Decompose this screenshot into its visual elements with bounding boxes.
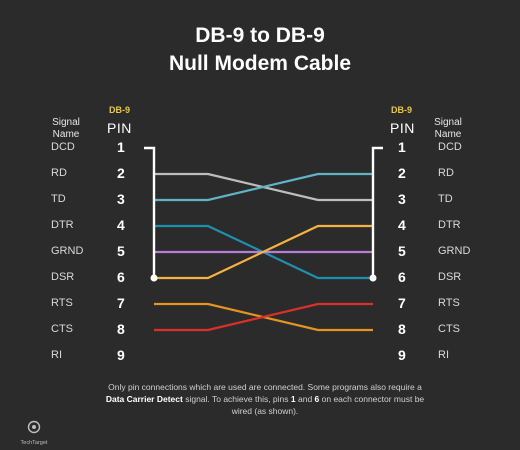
right-pin-header: PIN — [390, 120, 415, 136]
left-pin-9: 9 — [117, 347, 125, 363]
left-signal-word: Signal — [52, 117, 80, 128]
right-signal-dtr: DTR — [438, 219, 461, 231]
right-signal-td: TD — [438, 193, 453, 205]
right-pin-5: 5 — [398, 243, 406, 259]
footnote: Only pin connections which are used are … — [100, 381, 430, 417]
left-signal-rts: RTS — [51, 297, 73, 309]
title-line-1: DB-9 to DB-9 — [195, 24, 325, 47]
right-jumper-junction — [369, 274, 377, 282]
left-signal-dcd: DCD — [51, 141, 75, 153]
left-pin-1: 1 — [117, 139, 125, 155]
wire-3-to-2 — [154, 172, 373, 202]
right-signal-name-header: Signal Name — [428, 117, 468, 141]
footnote-strong-2: 1 — [290, 394, 296, 404]
right-signal-dcd: DCD — [438, 141, 462, 153]
right-signal-rts: RTS — [438, 297, 460, 309]
right-name-word: Name — [434, 129, 462, 140]
left-signal-dtr: DTR — [51, 219, 74, 231]
left-signal-ri: RI — [51, 349, 62, 361]
right-pin-8: 8 — [398, 321, 406, 337]
footnote-strong-1: Data Carrier Detect — [105, 394, 183, 404]
left-pin-7: 7 — [117, 295, 125, 311]
right-pin-2: 2 — [398, 165, 406, 181]
left-pin-3: 3 — [117, 191, 125, 207]
right-pin-4: 4 — [398, 217, 406, 233]
footnote-strong-3: 6 — [314, 394, 320, 404]
footnote-part-1: Only pin connections which are used are … — [108, 382, 422, 392]
left-pin-6: 6 — [117, 269, 125, 285]
right-signal-rd: RD — [438, 167, 454, 179]
right-signal-word: Signal — [434, 117, 462, 128]
left-signal-name-header: Signal Name — [46, 117, 86, 141]
left-signal-grnd: GRND — [51, 245, 84, 257]
right-connector-label: DB-9 — [391, 105, 413, 115]
right-signal-ri: RI — [438, 349, 449, 361]
left-jumper-wire — [144, 146, 156, 278]
right-pin-3: 3 — [398, 191, 406, 207]
footnote-part-2: signal. To achieve this, pins — [182, 394, 291, 404]
logo-text: TechTarget — [20, 440, 48, 446]
left-signal-rd: RD — [51, 167, 67, 179]
left-signal-dsr: DSR — [51, 271, 75, 283]
diagram-title: DB-9 to DB-9 Null Modem Cable — [0, 22, 520, 78]
left-pin-header: PIN — [107, 120, 132, 136]
footnote-part-4: on each connector must be wired (as show… — [231, 394, 425, 416]
left-pin-8: 8 — [117, 321, 125, 337]
logo-icon — [27, 420, 41, 434]
right-signal-dsr: DSR — [438, 271, 462, 283]
footnote-part-3: and — [295, 394, 315, 404]
left-pin-4: 4 — [117, 217, 125, 233]
left-name-word: Name — [52, 129, 80, 140]
right-signal-grnd: GRND — [438, 245, 471, 257]
left-connector-label: DB-9 — [109, 105, 131, 115]
wire-6-to-4 — [154, 224, 373, 280]
brand-logo: TechTarget — [14, 420, 54, 446]
left-signal-cts: CTS — [51, 323, 73, 335]
left-signal-td: TD — [51, 193, 66, 205]
title-line-2: Null Modem Cable — [168, 52, 352, 75]
right-pin-6: 6 — [398, 269, 406, 285]
right-pin-7: 7 — [398, 295, 406, 311]
left-jumper-junction — [150, 274, 158, 282]
right-pin-1: 1 — [398, 139, 406, 155]
left-pin-5: 5 — [117, 243, 125, 259]
right-signal-cts: CTS — [438, 323, 460, 335]
wire-8-to-7 — [154, 302, 373, 332]
right-pin-9: 9 — [398, 347, 406, 363]
left-pin-2: 2 — [117, 165, 125, 181]
right-jumper-wire — [371, 146, 383, 278]
